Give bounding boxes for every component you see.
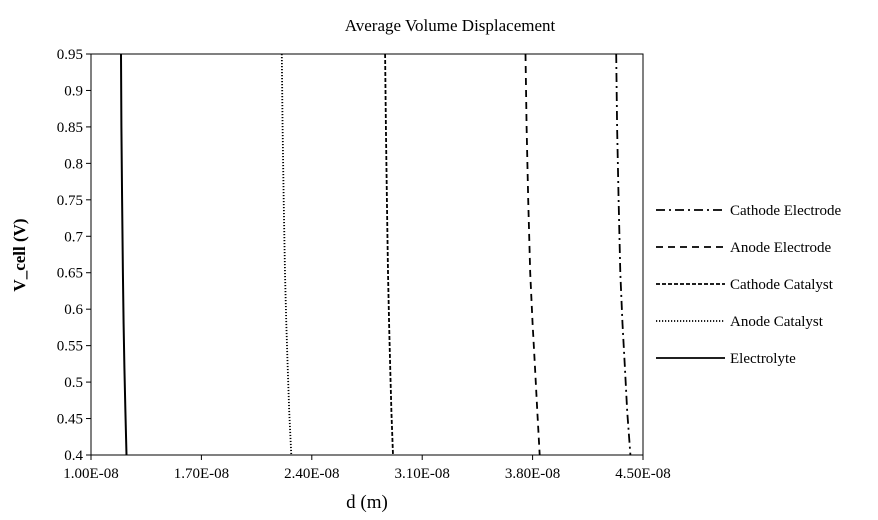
y-tick-label: 0.85: [57, 120, 83, 136]
y-axis-ticks: 0.4 0.45 0.5 0.55 0.6 0.65 0.7 0.75 0.8 0.85 0.9 0.…: [57, 47, 91, 464]
y-tick-label: 0.7: [64, 229, 83, 245]
x-tick-label: 4.50E-08: [615, 466, 670, 482]
y-tick-label: 0.65: [57, 266, 83, 282]
y-tick-label: 0.5: [64, 375, 83, 391]
x-tick-label: 1.70E-08: [174, 466, 229, 482]
plot-area: [90, 53, 644, 456]
series-line-cathode-catalyst: [384, 53, 394, 456]
x-axis-label: d (m): [346, 492, 388, 513]
legend-label: Electrolyte: [730, 351, 796, 367]
y-tick-label: 0.75: [57, 193, 83, 209]
series-lines: [120, 53, 632, 456]
y-tick-label: 0.45: [57, 412, 83, 428]
series-line-anode-electrode: [524, 53, 541, 456]
y-axis-label: V_cell (V): [10, 218, 29, 291]
x-axis-ticks: 1.00E-08 1.70E-08 2.40E-08 3.10E-08 3.80E-08…: [63, 455, 671, 482]
series-line-cathode-electrode: [615, 53, 632, 456]
series-line-electrolyte: [120, 53, 128, 456]
x-tick-label: 2.40E-08: [284, 466, 339, 482]
legend-label: Anode Catalyst: [730, 314, 824, 330]
y-tick-label: 0.4: [64, 448, 83, 464]
y-tick-label: 0.9: [64, 83, 83, 99]
legend-label: Anode Electrode: [730, 240, 832, 256]
x-tick-label: 1.00E-08: [63, 466, 118, 482]
x-tick-label: 3.10E-08: [394, 466, 449, 482]
x-tick-label: 3.80E-08: [505, 466, 560, 482]
y-tick-label: 0.55: [57, 339, 83, 355]
legend-label: Cathode Catalyst: [730, 277, 834, 293]
y-tick-label: 0.95: [57, 47, 83, 63]
y-tick-label: 0.6: [64, 302, 83, 318]
legend-label: Cathode Electrode: [730, 203, 842, 219]
y-tick-label: 0.8: [64, 156, 83, 172]
legend: Cathode Electrode Anode Electrode Cathode …: [656, 203, 842, 367]
chart-title: Average Volume Displacement: [345, 16, 556, 35]
series-line-anode-catalyst: [280, 53, 293, 456]
